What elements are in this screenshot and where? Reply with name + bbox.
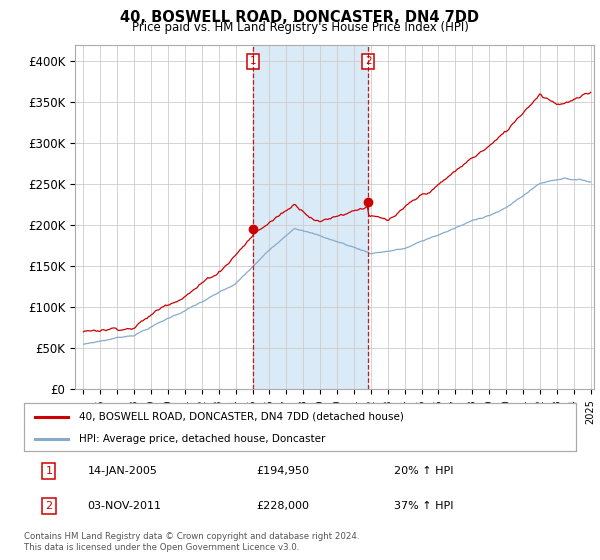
Text: 2: 2 [365, 56, 371, 66]
Text: 1: 1 [250, 56, 256, 66]
Text: 40, BOSWELL ROAD, DONCASTER, DN4 7DD (detached house): 40, BOSWELL ROAD, DONCASTER, DN4 7DD (de… [79, 412, 404, 422]
Text: HPI: Average price, detached house, Doncaster: HPI: Average price, detached house, Donc… [79, 434, 326, 444]
Text: 1: 1 [46, 466, 52, 476]
Text: 40, BOSWELL ROAD, DONCASTER, DN4 7DD: 40, BOSWELL ROAD, DONCASTER, DN4 7DD [121, 10, 479, 25]
Text: 2: 2 [45, 501, 52, 511]
Text: 14-JAN-2005: 14-JAN-2005 [88, 466, 157, 476]
Text: Price paid vs. HM Land Registry's House Price Index (HPI): Price paid vs. HM Land Registry's House … [131, 21, 469, 34]
Text: £194,950: £194,950 [256, 466, 309, 476]
Text: 03-NOV-2011: 03-NOV-2011 [88, 501, 161, 511]
Text: Contains HM Land Registry data © Crown copyright and database right 2024.
This d: Contains HM Land Registry data © Crown c… [24, 532, 359, 552]
Text: 37% ↑ HPI: 37% ↑ HPI [394, 501, 454, 511]
Text: £228,000: £228,000 [256, 501, 309, 511]
Bar [253, 45, 368, 389]
Text: 20% ↑ HPI: 20% ↑ HPI [394, 466, 454, 476]
